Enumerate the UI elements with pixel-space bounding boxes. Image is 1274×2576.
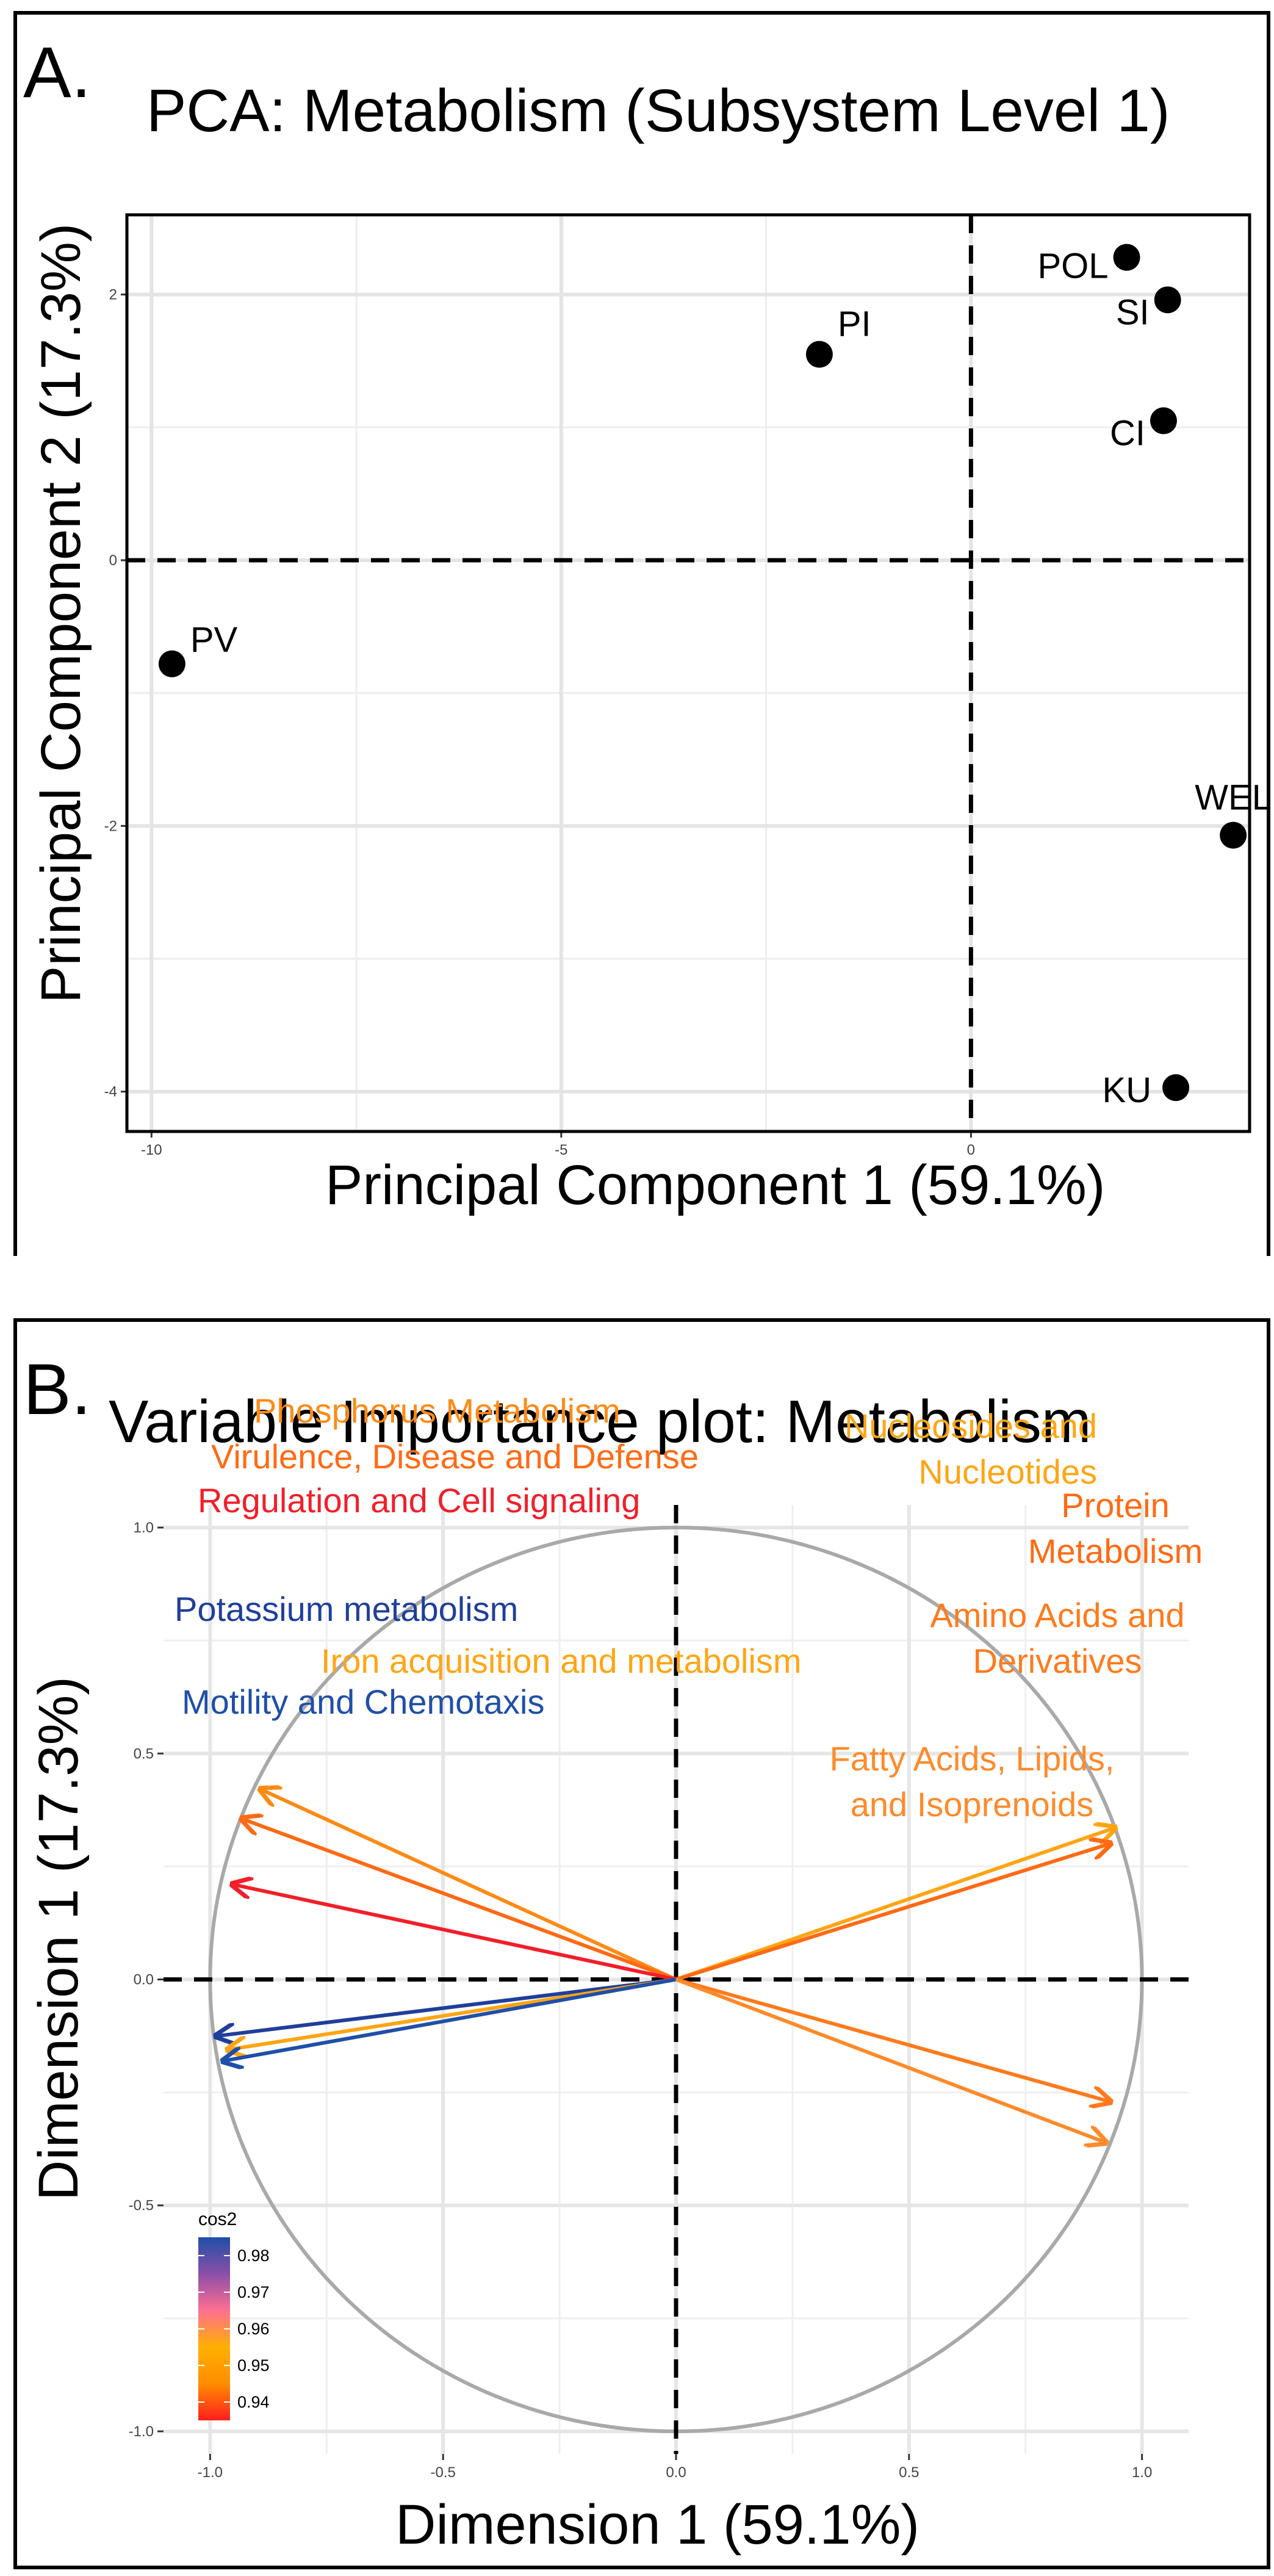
x-tick-label: 1.0 [1132, 2464, 1152, 2481]
y-tick-label: 2 [109, 287, 117, 303]
point-label-si: SI [1116, 292, 1150, 332]
arrow-regulation-and-cell-signaling [234, 1885, 677, 1982]
variable-label-virulence-disease-and-defense: Virulence, Disease and Defense [211, 1437, 699, 1476]
data-point-ku [1162, 1074, 1190, 1102]
point-label-wel: WEL [1195, 778, 1267, 818]
variable-label-fatty-acids-lipids-and-isoprenoids: Fatty Acids, Lipids, and Isoprenoids [830, 1739, 1115, 1824]
y-tick-label: -4 [104, 1084, 117, 1100]
point-label-pv: PV [190, 620, 238, 660]
point-label-ci: CI [1110, 413, 1145, 453]
point-label-pol: POL [1037, 247, 1108, 286]
data-point-pol [1113, 244, 1140, 271]
variable-label-regulation-and-cell-signaling: Regulation and Cell signaling [198, 1481, 640, 1520]
pca-chart-title: PCA: Metabolism (Subsystem Level 1) [146, 77, 1170, 144]
arrow-amino-acids-and-derivatives [675, 1977, 1109, 2102]
variable-importance-plot: -1.0 -0.5 0.0 0.5 1.0 -1.0 -0.5 0.0 0.5 1.0 Phosph… [129, 1391, 1203, 2481]
y-tick-label: -1.0 [129, 2423, 154, 2440]
variable-label-potassium-metabolism: Potassium metabolism [175, 1590, 518, 1628]
data-point-pi [805, 341, 833, 368]
arrow-motility-and-chemotaxis [224, 1977, 677, 2061]
variable-plot-title: Variable Importance plot: Metabolism [109, 1388, 1092, 1455]
pca-y-axis-title: Principal Component 2 (17.3%) [30, 223, 92, 1003]
x-tick-label: 0.0 [666, 2464, 686, 2481]
y-tick-label: 1.0 [134, 1520, 154, 1536]
x-tick-label: -1.0 [198, 2464, 223, 2481]
legend-title: cos2 [198, 2209, 237, 2229]
panel-a-letter: A. [23, 32, 92, 113]
panel-a: A. PCA: Metabolism (Subsystem Level 1) -… [13, 11, 1270, 1256]
variable-label-nucleosides-and-nucleotides: Nucleosides and Nucleotides [844, 1407, 1097, 1491]
variable-label-phosphorus-metabolism: Phosphorus Metabolism [254, 1391, 621, 1430]
arrow-virulence-disease-and-defense [243, 1819, 677, 1982]
legend-tick-label: 0.94 [237, 2393, 270, 2411]
arrow-potassium-metabolism [217, 1977, 677, 2037]
arrow-fatty-acids-lipids-and-isoprenoids [675, 1977, 1105, 2143]
panel-b-letter: B. [23, 1349, 92, 1430]
legend-tick-label: 0.97 [237, 2283, 270, 2301]
arrow-phosphorus-metabolism [261, 1790, 677, 1982]
x-tick-label: -10 [141, 1142, 162, 1158]
legend-tick-label: 0.96 [237, 2320, 270, 2338]
variable-y-axis-title: Dimension 1 (17.3%) [27, 1676, 90, 2201]
legend-tick-label: 0.95 [237, 2356, 270, 2375]
arrow-protein-metabolism [675, 1844, 1109, 1982]
data-point-wel [1220, 821, 1247, 849]
y-tick-label: -2 [104, 818, 117, 834]
variable-x-axis-title: Dimension 1 (59.1%) [395, 2494, 920, 2556]
data-point-si [1154, 286, 1181, 314]
variable-label-iron-acquisition-and-metabolism: Iron acquisition and metabolism [321, 1642, 802, 1680]
data-point-ci [1150, 407, 1177, 435]
legend-tick-label: 0.98 [237, 2246, 270, 2265]
x-tick-label: 0.5 [899, 2464, 919, 2481]
variable-label-protein-metabolism: Protein Metabolism [1028, 1486, 1203, 1570]
point-label-ku: KU [1103, 1070, 1152, 1110]
y-tick-label: 0.5 [134, 1745, 154, 1762]
panel-b: B. Variable Importance plot: Metabolism … [13, 1318, 1270, 2569]
pca-x-axis-title: Principal Component 1 (59.1%) [325, 1154, 1106, 1216]
y-tick-label: 0.0 [134, 1972, 154, 1988]
arrow-nucleosides-and-nucleotides [675, 1828, 1114, 1982]
y-tick-label: -0.5 [129, 2198, 154, 2214]
y-tick-label: 0 [109, 552, 117, 569]
variable-label-motility-and-chemotaxis: Motility and Chemotaxis [182, 1683, 544, 1721]
plot-frame [125, 213, 1251, 1133]
point-label-pi: PI [838, 305, 871, 344]
data-point-pv [158, 650, 185, 677]
x-tick-label: -0.5 [431, 2464, 456, 2481]
x-tick-label: -5 [555, 1142, 567, 1158]
variable-label-amino-acids-and-derivatives: Amino Acids and Derivatives [930, 1596, 1184, 1680]
x-tick-label: 0 [967, 1142, 975, 1158]
